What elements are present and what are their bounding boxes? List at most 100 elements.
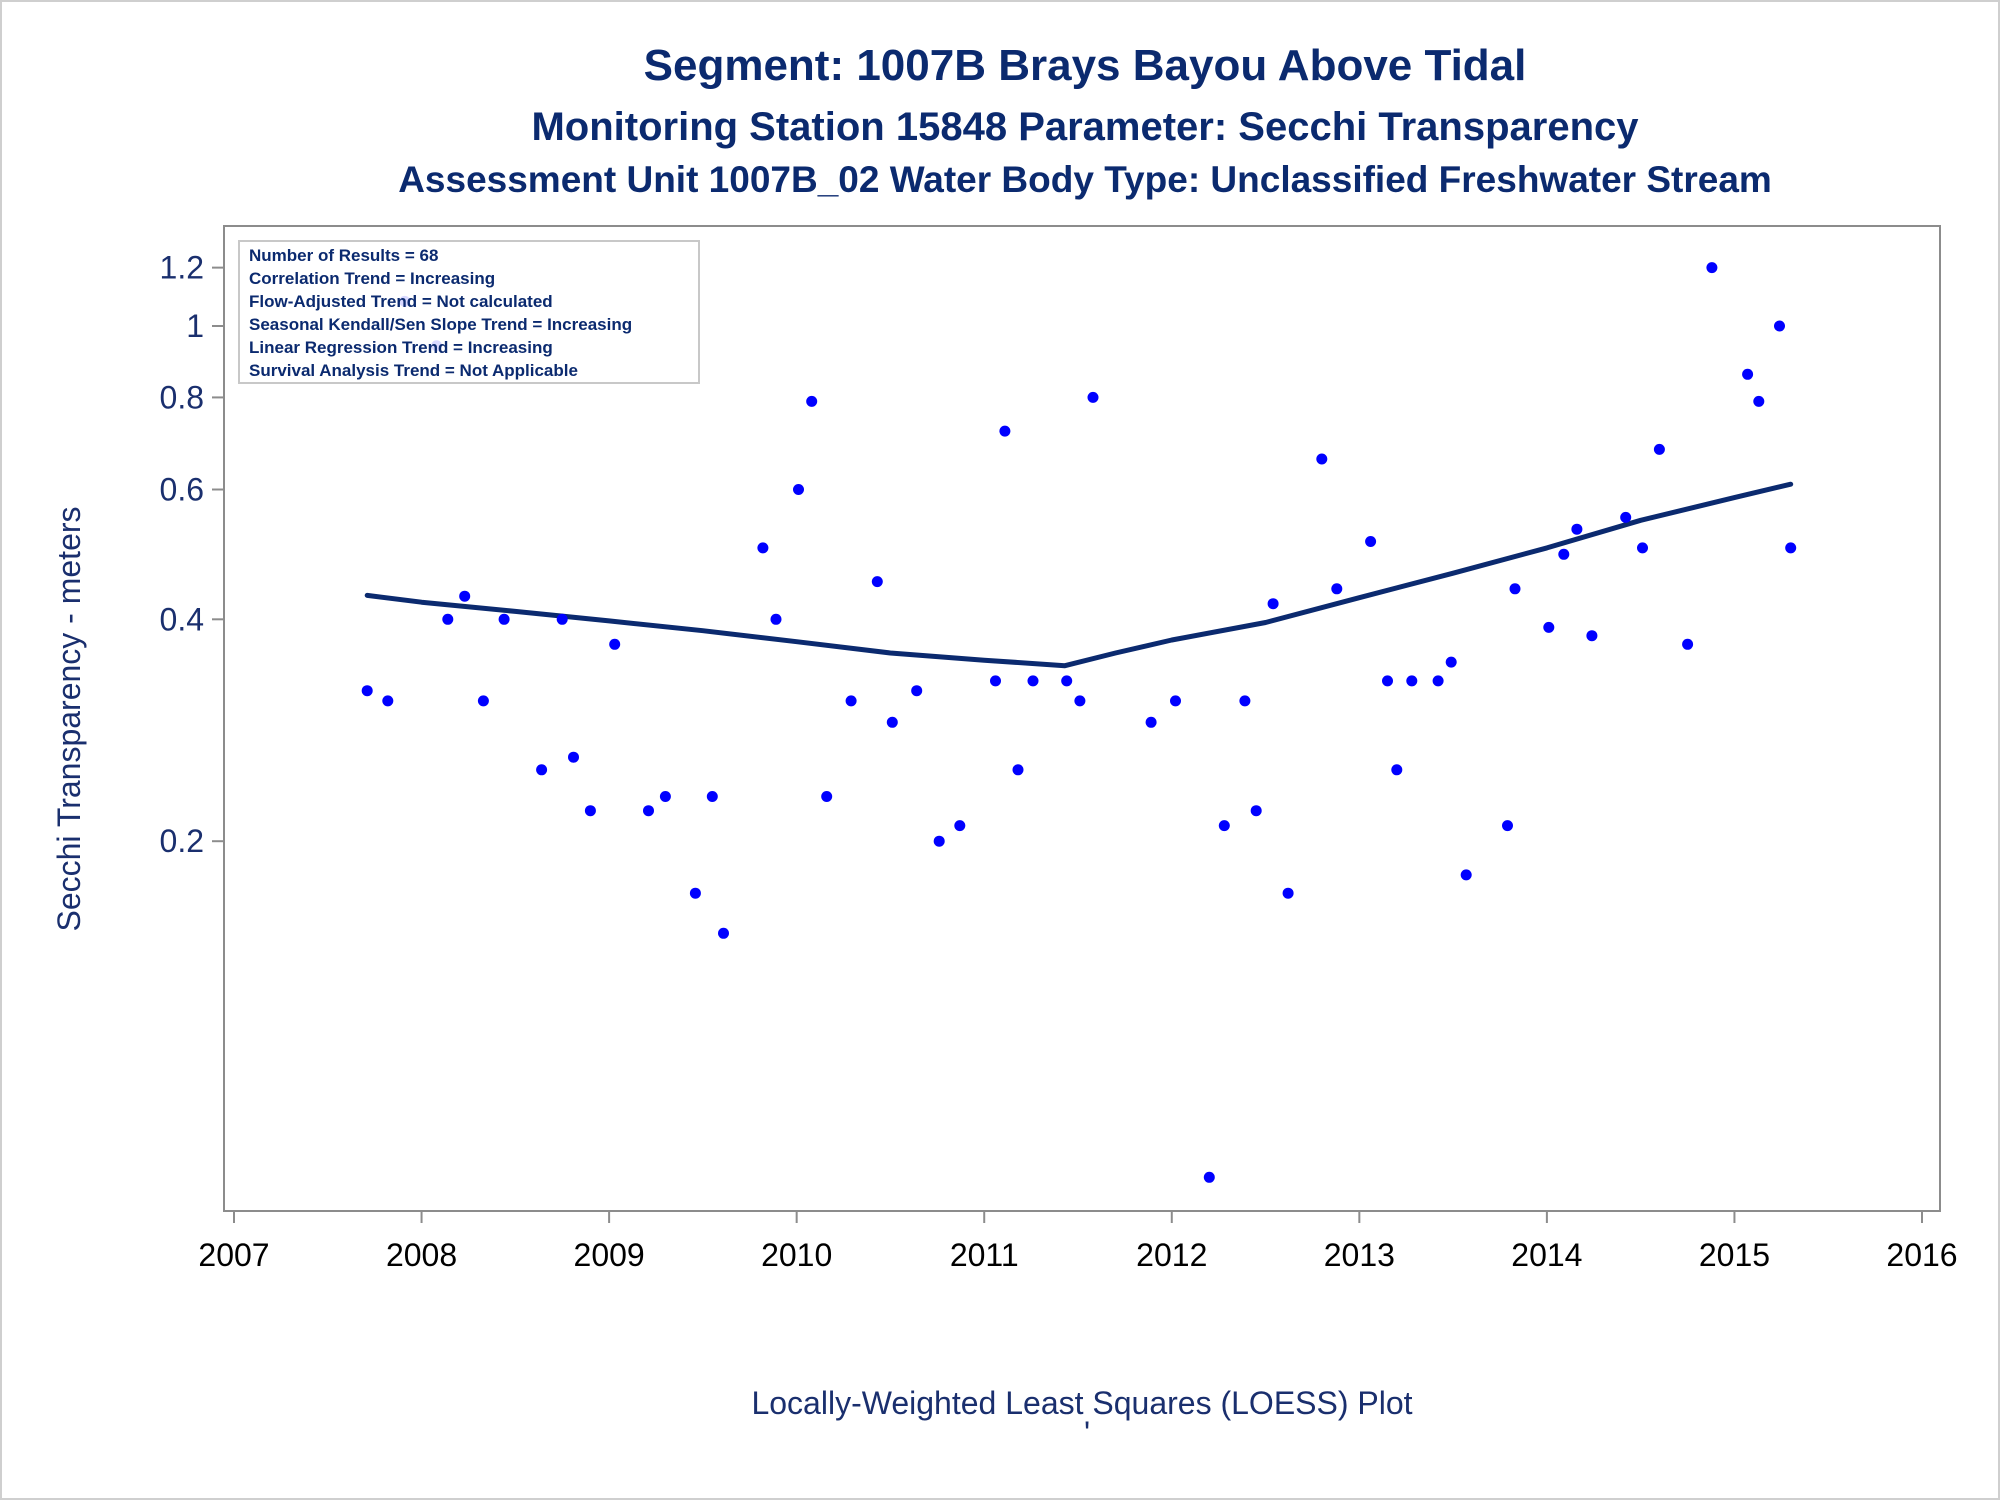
data-point	[1074, 695, 1086, 707]
footnote: Locally-Weighted Least Squares (LOESS) P…	[751, 1385, 1412, 1421]
x-tick-label: 2008	[386, 1237, 457, 1273]
data-point	[706, 791, 718, 802]
y-axis-label: Secchi Transparency - meters	[51, 506, 87, 931]
data-point	[1571, 523, 1583, 535]
data-point	[1218, 820, 1230, 832]
y-tick-label: 0.4	[160, 601, 204, 637]
plot-area	[223, 225, 1941, 1212]
stats-survival-analysis-trend: Survival Analysis Trend = Not Applicable	[249, 361, 578, 380]
chart-title: Segment: 1007B Brays Bayou Above Tidal	[644, 41, 1527, 90]
data-point	[1653, 443, 1665, 455]
loess-trend-line	[364, 481, 1794, 669]
x-axis: 2007 2008 2009 2010 2011 2012 2013 2014 2015 2016	[198, 1211, 1958, 1273]
points-layer	[361, 262, 1797, 1183]
data-point	[1785, 542, 1797, 554]
data-point	[1682, 638, 1694, 650]
data-point	[1250, 805, 1262, 817]
data-point	[793, 484, 804, 495]
data-point	[459, 590, 471, 602]
data-point	[1774, 320, 1785, 332]
data-point	[770, 613, 782, 625]
data-point	[1027, 675, 1039, 687]
data-point	[1460, 869, 1472, 881]
stats-box-frame	[238, 240, 700, 384]
data-point	[1543, 621, 1555, 633]
data-point	[871, 576, 883, 588]
y-tick-label: 0.8	[160, 379, 204, 415]
data-point	[1637, 542, 1648, 554]
stats-box: Number of Results = 68 Correlation Trend…	[238, 240, 700, 384]
x-tick-label: 2011	[950, 1237, 1019, 1273]
trend-layer	[364, 481, 1794, 669]
data-point	[1502, 820, 1513, 832]
data-point	[1620, 511, 1632, 523]
stats-correlation-trend: Correlation Trend = Increasing	[249, 269, 495, 288]
chart-subtitle-2: Assessment Unit 1007B_02 Water Body Type…	[398, 159, 1772, 200]
data-point	[1382, 675, 1393, 687]
x-tick-label: 2014	[1511, 1237, 1582, 1273]
y-tick-label: 1.2	[160, 250, 204, 286]
data-point	[757, 542, 769, 554]
data-point	[536, 764, 548, 776]
x-tick-label: 2013	[1324, 1237, 1395, 1273]
data-point	[1239, 695, 1251, 707]
x-tick-label: 2012	[1136, 1237, 1207, 1273]
data-point	[1742, 368, 1754, 380]
data-point	[1145, 716, 1157, 728]
data-point	[1087, 391, 1099, 403]
data-point	[568, 751, 579, 763]
x-tick-label: 2015	[1699, 1237, 1770, 1273]
data-point	[584, 805, 596, 817]
data-point	[498, 613, 510, 625]
data-point	[609, 638, 621, 650]
data-point	[477, 695, 489, 707]
y-tick-label: 0.6	[160, 472, 204, 508]
data-point	[1445, 656, 1457, 668]
data-point	[1061, 675, 1073, 687]
data-point	[886, 716, 898, 728]
data-point	[1558, 548, 1570, 560]
data-point	[954, 820, 966, 832]
data-point	[1509, 583, 1521, 595]
data-point	[361, 685, 373, 697]
data-point	[1753, 395, 1765, 407]
y-axis: 0.2 0.4 0.6 0.8 1 1.2	[160, 250, 224, 859]
data-point	[1365, 536, 1377, 547]
data-point	[999, 425, 1011, 437]
data-point	[1706, 262, 1718, 274]
data-point	[442, 613, 454, 625]
data-point	[1267, 598, 1279, 610]
data-point	[1203, 1171, 1215, 1183]
stats-seasonal-kendall-trend: Seasonal Kendall/Sen Slope Trend = Incre…	[249, 315, 632, 334]
x-tick-label: 2007	[198, 1237, 269, 1273]
data-point	[718, 927, 729, 939]
data-point	[911, 685, 923, 697]
stats-flow-adjusted-trend: Flow-Adjusted Trend = Not calculated	[249, 292, 553, 311]
x-tick-label: 2016	[1886, 1237, 1957, 1273]
data-point	[1331, 583, 1343, 595]
data-point	[689, 887, 701, 899]
data-point	[1391, 764, 1403, 776]
chart-subtitle: Monitoring Station 15848 Parameter: Secc…	[531, 105, 1639, 149]
data-point	[933, 835, 945, 847]
data-point	[556, 613, 568, 625]
y-tick-label: 0.2	[160, 823, 204, 859]
x-tick-label: 2010	[761, 1237, 832, 1273]
data-point	[1316, 453, 1328, 465]
data-point	[382, 695, 394, 707]
data-point	[1170, 695, 1181, 707]
data-point	[1586, 630, 1598, 642]
y-tick-label: 1	[186, 308, 204, 344]
footnote-mark: '	[1084, 1415, 1090, 1451]
data-point	[821, 791, 833, 802]
data-point	[1406, 675, 1418, 687]
stats-linear-regression-trend: Linear Regression Trend = Increasing	[249, 338, 553, 357]
data-point	[643, 805, 654, 817]
x-tick-label: 2009	[574, 1237, 645, 1273]
data-point	[1012, 764, 1024, 776]
data-point	[1282, 887, 1294, 899]
data-point	[659, 791, 671, 802]
data-point	[845, 695, 857, 707]
